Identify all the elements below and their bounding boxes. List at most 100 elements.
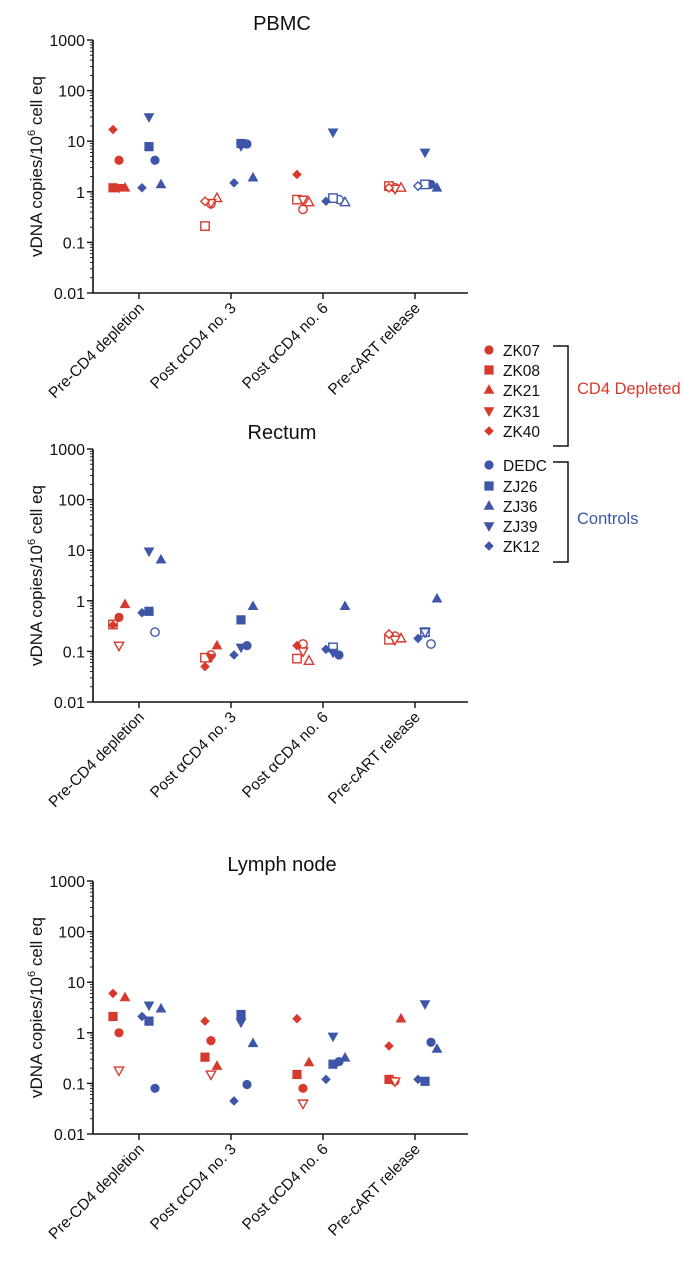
data-point-zk40 — [383, 628, 395, 640]
data-point-zk08 — [200, 1052, 210, 1062]
panel-rectum: Rectum vDNA copies/106 cell eq 0.01 0.1 1 10 1… — [26, 422, 468, 811]
legend-label: ZJ36 — [503, 499, 537, 516]
data-point-zj36 — [339, 195, 351, 207]
diamond-marker-icon — [484, 541, 494, 551]
data-point-zj39 — [419, 628, 431, 639]
panel-pbmc: PBMC vDNA copies/106 cell eq 0.01 0.1 1 10 100… — [26, 13, 468, 402]
data-point-zk08 — [108, 1011, 118, 1022]
y-axis-label-superscript: 6 — [26, 971, 38, 977]
data-point-dedc — [426, 639, 436, 649]
data-point-zk31 — [297, 195, 309, 207]
x-tick-label: Post αCD4 no. 6 — [239, 300, 332, 393]
data-point-zj39 — [327, 1032, 339, 1043]
x-tick-label: Pre-CD4 depletion — [46, 709, 148, 811]
legend-group-controls: DEDC ZJ26 ZJ36 ZJ39 ZK12 Controls — [483, 458, 638, 563]
x-tick-label: Pre-cART release — [325, 709, 424, 808]
x-tick-label: Post αCD4 no. 6 — [239, 1141, 332, 1234]
data-point-zj26 — [420, 1076, 430, 1086]
triangle-up-marker-icon — [483, 500, 495, 510]
data-point-zk31 — [297, 647, 309, 658]
legend-group-label: CD4 Depleted — [577, 380, 681, 398]
data-point-zj36 — [247, 600, 259, 611]
data-point-zj39 — [419, 148, 431, 159]
data-point-zj39 — [327, 128, 339, 139]
legend-label: DEDC — [503, 458, 547, 475]
data-point-zj26 — [328, 193, 338, 204]
data-point-zk12 — [413, 633, 423, 644]
legend-label: ZK08 — [503, 363, 540, 380]
y-axis-label-main: vDNA copies/10 — [27, 977, 46, 1098]
data-point-zk40 — [108, 620, 118, 630]
y-tick-label: 1000 — [49, 442, 85, 459]
data-point-zk08 — [292, 653, 302, 664]
data-point-zk12 — [321, 644, 331, 655]
y-axis-label-superscript: 6 — [26, 130, 38, 136]
data-point-zk12 — [137, 608, 147, 618]
y-tick-label: 1000 — [49, 874, 85, 891]
circle-marker-icon — [484, 460, 494, 470]
data-point-zk40 — [292, 640, 302, 651]
data-point-zk21 — [119, 991, 131, 1002]
data-point-dedc — [150, 155, 160, 165]
data-point-zk31 — [297, 1099, 309, 1110]
square-marker-icon — [484, 365, 494, 375]
data-point-zk40 — [384, 1041, 394, 1051]
data-point-zj26 — [144, 142, 154, 152]
legend-label: ZJ26 — [503, 479, 537, 496]
data-point-zj26 — [420, 179, 430, 190]
y-axis-label-tail: cell eq — [27, 76, 46, 130]
data-point-zk12 — [229, 650, 239, 660]
legend-item: ZK08 — [484, 363, 540, 380]
x-tick-label: Pre-cART release — [325, 1141, 424, 1240]
data-point-zk21 — [119, 598, 131, 609]
y-tick-label: 1 — [76, 185, 85, 202]
y-tick-label: 1000 — [49, 33, 85, 50]
data-point-zj39 — [143, 547, 155, 558]
data-point-zk12 — [321, 196, 331, 207]
data-point-zk12 — [229, 178, 239, 188]
data-point-zk21 — [303, 654, 315, 665]
legend-item: ZK40 — [484, 424, 540, 441]
legend-group-label: Controls — [577, 510, 638, 528]
legend-label: ZK40 — [503, 424, 540, 441]
data-point-zk40 — [200, 661, 210, 672]
y-tick-label: 100 — [58, 925, 85, 942]
data-point-zk40 — [383, 182, 395, 193]
data-point-zj36 — [431, 181, 443, 192]
data-point-zk12 — [137, 1011, 147, 1022]
data-point-zj39 — [235, 643, 247, 654]
data-point-zk07 — [298, 1083, 308, 1093]
triangle-down-marker-icon — [483, 522, 495, 532]
y-axis-label-superscript: 6 — [26, 539, 38, 545]
data-point-zj39 — [143, 113, 155, 123]
legend-label: ZK07 — [503, 343, 540, 360]
legend-item: ZJ26 — [484, 479, 537, 496]
y-tick-label: 0.1 — [63, 1076, 85, 1093]
legend-item: DEDC — [484, 458, 547, 475]
data-point-zj39 — [235, 1018, 247, 1029]
y-axis-label-tail: cell eq — [27, 485, 46, 539]
square-marker-icon — [484, 481, 494, 491]
data-point-zk12 — [321, 1074, 331, 1085]
data-point-zk12 — [412, 180, 424, 192]
y-tick-label: 1 — [76, 594, 85, 611]
panel-lymph-node: Lymph node vDNA copies/106 cell eq 0.01 0.1… — [26, 854, 468, 1243]
legend-label: ZK21 — [503, 383, 540, 400]
data-point-zk12 — [229, 1096, 239, 1106]
data-point-zj36 — [339, 600, 351, 611]
circle-marker-icon — [484, 345, 494, 355]
data-point-zj36 — [431, 1043, 443, 1053]
diamond-marker-icon — [484, 426, 494, 436]
data-point-zk07 — [114, 155, 124, 165]
data-point-zj36 — [247, 1037, 259, 1048]
chart-title: Lymph node — [227, 854, 336, 876]
data-point-zk12 — [413, 1074, 423, 1085]
data-point-zk40 — [108, 124, 118, 135]
legend-bracket — [553, 345, 569, 447]
data-point-dedc — [426, 1037, 436, 1047]
data-point-zk07 — [206, 1036, 216, 1046]
triangle-up-marker-icon — [483, 384, 495, 394]
data-point-zk40 — [292, 1013, 302, 1024]
y-axis-label-main: vDNA copies/10 — [27, 136, 46, 257]
